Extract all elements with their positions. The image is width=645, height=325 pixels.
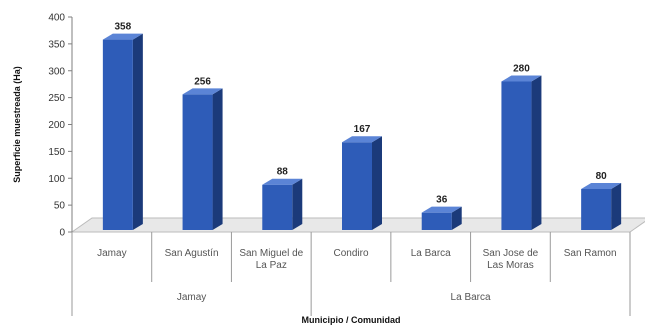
bar-front <box>342 142 372 230</box>
bar-front <box>501 81 532 230</box>
bar-top <box>581 183 622 189</box>
category-label: San Miguel de La Paz <box>239 248 303 271</box>
bar <box>102 33 143 231</box>
bar-top <box>421 206 462 213</box>
y-tick-label: 150 <box>48 147 65 158</box>
bar-top <box>501 75 542 82</box>
group-label: Jamay <box>177 292 206 303</box>
bar-front <box>182 94 213 231</box>
data-label: 280 <box>513 64 530 75</box>
y-tick-label: 250 <box>48 93 65 104</box>
bars <box>102 33 622 231</box>
data-label: 358 <box>115 22 132 33</box>
bar-side <box>212 88 223 231</box>
bar-top <box>102 33 143 40</box>
bar-front <box>102 39 133 231</box>
y-tick-label: 100 <box>48 174 65 185</box>
bar-front <box>581 189 612 230</box>
data-label: 256 <box>194 76 211 87</box>
category-label: Condiro <box>333 248 368 259</box>
y-axis-label: Superficie muestreada (Ha) <box>12 66 22 183</box>
group-label: La Barca <box>451 292 491 303</box>
bar-top <box>262 178 303 185</box>
bar-side <box>451 206 462 230</box>
group-labels: Jamay La Barca <box>177 292 491 303</box>
category-label: San Ramon <box>564 248 617 259</box>
data-label: 36 <box>436 195 448 206</box>
bar <box>581 183 622 230</box>
bar-side <box>132 33 143 231</box>
y-tick-label: 200 <box>48 120 65 131</box>
bar <box>501 75 542 230</box>
y-tick-label: 50 <box>54 201 66 212</box>
bar-side <box>531 75 542 230</box>
data-label: 80 <box>596 171 608 182</box>
y-tick-label: 300 <box>48 66 65 77</box>
bar-front <box>421 212 452 230</box>
y-tick-label: 350 <box>48 39 65 50</box>
bar <box>342 136 382 230</box>
category-label: Jamay <box>97 248 126 259</box>
bar-top <box>342 136 382 143</box>
y-tick-label: 0 <box>59 228 65 239</box>
bar-side <box>372 136 382 230</box>
bar <box>262 178 303 230</box>
x-axis-label: Municipio / Comunidad <box>302 315 401 325</box>
data-label: 88 <box>277 167 289 178</box>
data-label: 167 <box>354 124 371 135</box>
category-label: La Barca <box>411 248 451 259</box>
category-label: San Jose de Las Moras <box>483 248 539 271</box>
bar-side <box>611 183 622 230</box>
category-label: San Agustín <box>165 248 219 259</box>
bar-side <box>292 178 303 230</box>
data-labels: 358 256 88 167 36 280 80 <box>115 22 608 206</box>
bar-top <box>182 88 223 95</box>
bar-front <box>262 184 293 230</box>
bar <box>421 206 462 230</box>
y-tick-label: 400 <box>48 13 65 24</box>
bar <box>182 88 223 231</box>
y-axis-ticks: 0 50 100 150 200 250 300 350 400 <box>48 13 72 239</box>
category-labels: Jamay San Agustín San Miguel de La Paz Condi… <box>71 232 631 316</box>
